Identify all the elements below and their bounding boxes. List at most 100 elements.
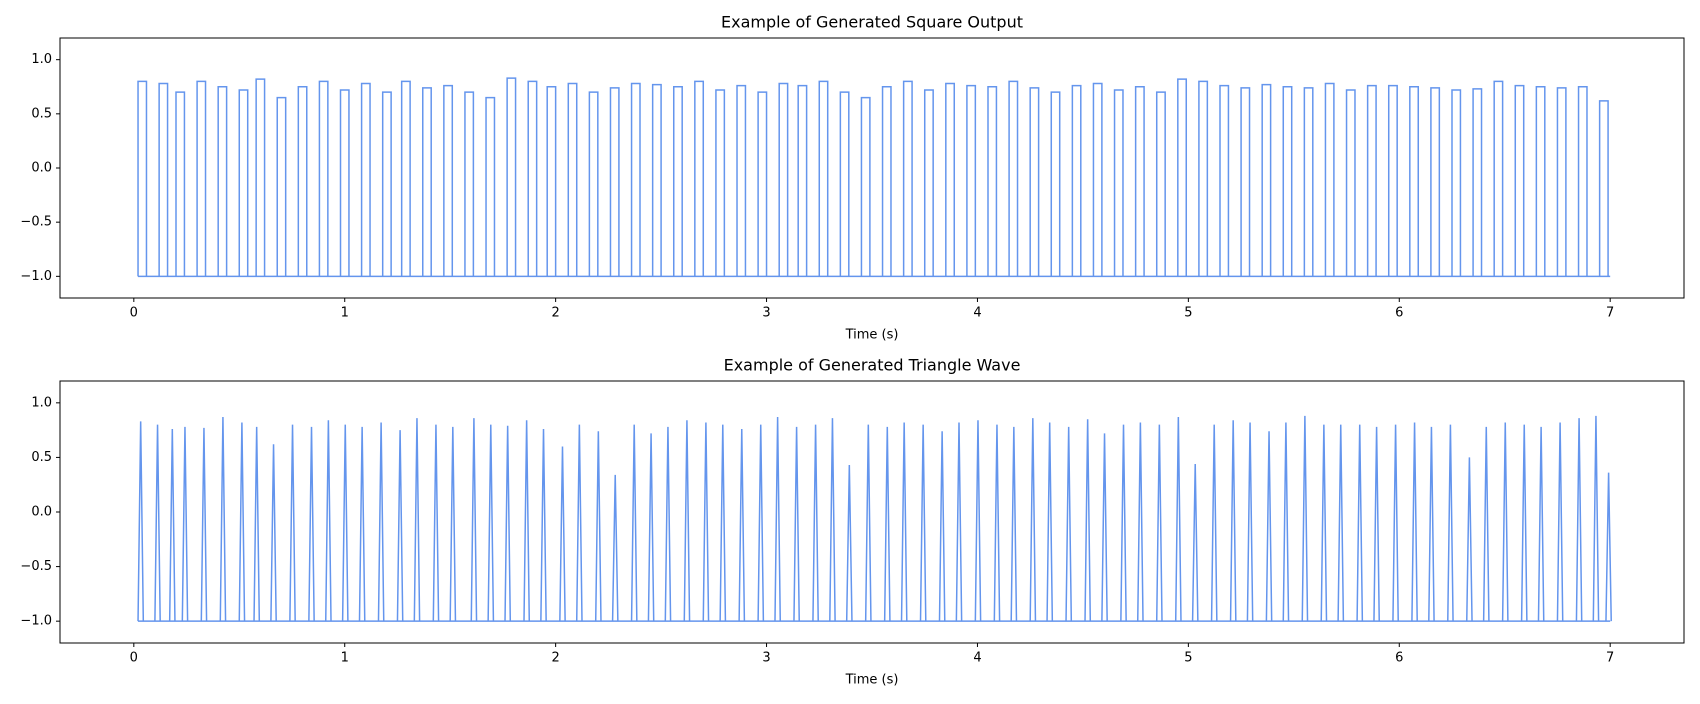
pulse xyxy=(1282,86,1293,277)
pulse xyxy=(1174,417,1182,622)
pulse xyxy=(1240,87,1251,277)
pulse xyxy=(1261,83,1272,277)
pulse xyxy=(253,426,261,622)
pulse xyxy=(1177,78,1187,277)
pulse xyxy=(864,424,872,622)
pulse xyxy=(757,91,768,277)
y-tick-label: 0.0 xyxy=(31,161,52,176)
pulse xyxy=(1265,431,1273,622)
x-axis-label: Time (s) xyxy=(845,673,899,688)
pulse xyxy=(219,417,227,622)
pulse xyxy=(719,424,727,622)
x-tick-label: 7 xyxy=(1606,651,1614,666)
y-tick-label: −0.5 xyxy=(20,559,52,574)
pulse xyxy=(238,89,249,277)
pulse xyxy=(137,421,145,622)
pulse xyxy=(1198,80,1209,277)
x-tick-label: 0 xyxy=(130,651,138,666)
pulse xyxy=(381,91,392,277)
chart-title: Example of Generated Square Output xyxy=(721,13,1023,32)
pulse xyxy=(464,91,475,277)
pulse xyxy=(647,433,655,622)
pulse xyxy=(919,424,927,622)
pulse xyxy=(1493,80,1504,277)
pulse xyxy=(1229,420,1237,622)
pulse xyxy=(736,84,747,277)
pulse xyxy=(664,426,672,622)
pulse xyxy=(1071,84,1082,277)
pulse xyxy=(1387,84,1398,277)
pulse xyxy=(923,89,934,277)
pulse xyxy=(318,80,329,277)
pulse xyxy=(715,89,726,277)
pulse xyxy=(360,82,371,277)
pulse xyxy=(168,429,176,622)
x-tick-label: 3 xyxy=(762,306,770,321)
pulse xyxy=(1451,89,1462,277)
pulse xyxy=(1113,89,1124,277)
pulse xyxy=(1482,426,1490,622)
pulse xyxy=(339,89,350,277)
pulse xyxy=(900,422,908,622)
pulse xyxy=(289,424,296,622)
pulse xyxy=(1134,86,1145,277)
x-tick-label: 7 xyxy=(1606,306,1614,321)
pulse xyxy=(1556,422,1564,622)
y-tick-label: 0.5 xyxy=(31,106,52,121)
pulse xyxy=(1466,457,1473,622)
pulse xyxy=(812,424,819,622)
pulse xyxy=(1219,84,1230,277)
pulse xyxy=(883,426,891,622)
pulse xyxy=(1101,433,1108,622)
pulse xyxy=(449,426,457,622)
pulse xyxy=(175,91,186,277)
pulse xyxy=(1301,415,1309,622)
x-tick-label: 4 xyxy=(973,306,981,321)
x-tick-label: 5 xyxy=(1184,651,1192,666)
pulse xyxy=(377,422,385,622)
pulse xyxy=(181,426,189,622)
pulse xyxy=(938,431,946,622)
pulse xyxy=(154,424,161,622)
pulse xyxy=(757,424,765,622)
pulse xyxy=(358,426,366,622)
pulse xyxy=(1120,424,1127,622)
pulse xyxy=(993,424,1001,622)
pulse xyxy=(1046,422,1054,622)
pulse xyxy=(238,422,246,622)
pulse xyxy=(1084,419,1092,622)
pulse xyxy=(137,80,148,277)
y-tick-label: 1.0 xyxy=(31,395,52,410)
pulse xyxy=(1246,422,1254,622)
pulse xyxy=(845,465,853,622)
pulse xyxy=(196,80,207,277)
pulse xyxy=(966,84,977,277)
y-tick-label: 0.0 xyxy=(31,505,52,520)
pulse xyxy=(1320,424,1328,622)
pulse xyxy=(609,87,620,277)
pulse xyxy=(1598,100,1609,277)
pulse xyxy=(1373,426,1380,622)
pulse xyxy=(881,86,892,277)
y-tick-label: 0.5 xyxy=(31,450,52,465)
pulse xyxy=(470,418,478,622)
pulse xyxy=(540,429,547,622)
pulse xyxy=(1535,86,1546,277)
x-tick-label: 5 xyxy=(1184,306,1192,321)
pulse xyxy=(1577,86,1588,277)
pulse xyxy=(1282,422,1290,622)
pulse xyxy=(672,86,683,277)
pulse xyxy=(559,446,566,622)
y-tick-label: 1.0 xyxy=(31,52,52,67)
pulse xyxy=(1430,87,1441,277)
x-tick-label: 1 xyxy=(341,306,349,321)
pulse xyxy=(630,424,638,622)
pulse xyxy=(818,80,829,277)
pulse xyxy=(1029,418,1037,622)
pulse xyxy=(297,86,308,277)
x-tick-label: 6 xyxy=(1395,306,1403,321)
pulse xyxy=(702,422,710,622)
pulse xyxy=(1520,424,1528,622)
y-tick-label: −0.5 xyxy=(20,215,52,230)
pulse xyxy=(341,424,349,622)
